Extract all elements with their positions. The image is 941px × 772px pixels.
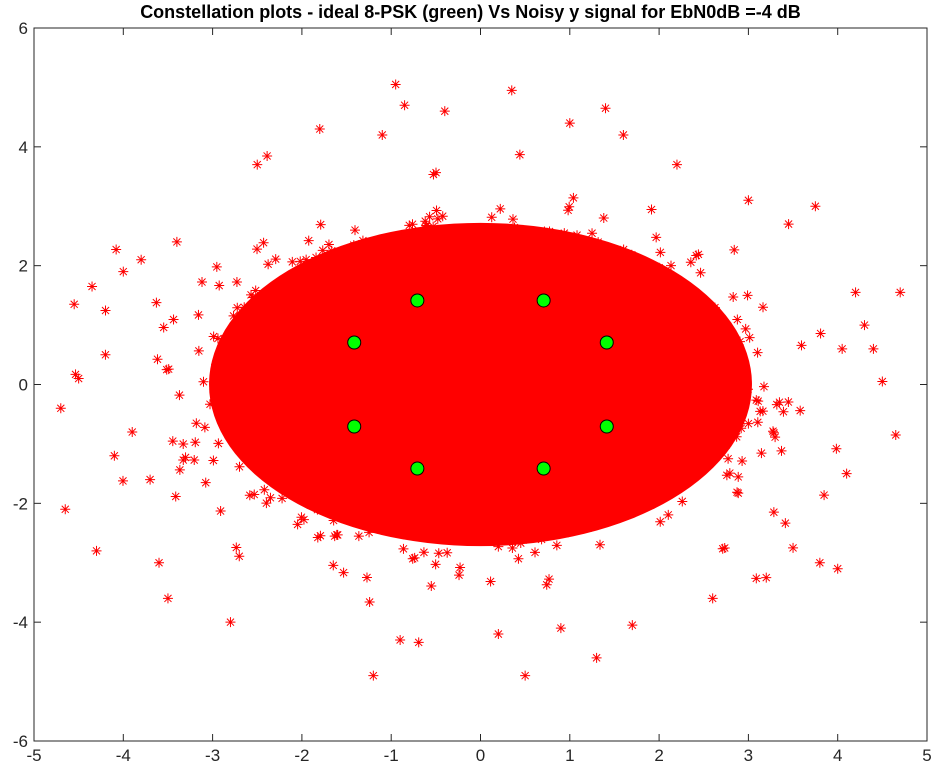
- x-tick-label: 0: [476, 746, 485, 765]
- noisy-point: [314, 124, 325, 135]
- y-tick-label: -6: [13, 732, 28, 751]
- y-tick-label: 0: [19, 376, 28, 395]
- noisy-point: [506, 85, 517, 96]
- noisy-point: [91, 545, 102, 556]
- ideal-point: [410, 293, 425, 308]
- noisy-point: [783, 219, 794, 230]
- x-tick-label: 5: [922, 746, 931, 765]
- x-tick-label: -4: [116, 746, 131, 765]
- noisy-signal-layer: [55, 79, 906, 681]
- noisy-point: [877, 376, 888, 387]
- ideal-point: [599, 335, 614, 350]
- noisy-point: [55, 403, 66, 414]
- noisy-point: [890, 430, 901, 441]
- noisy-point: [162, 593, 173, 604]
- noisy-point: [368, 670, 379, 681]
- noisy-point: [399, 100, 410, 111]
- noisy-point: [377, 129, 388, 140]
- noisy-point: [859, 320, 870, 331]
- x-tick-label: 1: [565, 746, 574, 765]
- noisy-point: [832, 563, 843, 574]
- x-tick-label: -1: [384, 746, 399, 765]
- x-tick-label: 2: [654, 746, 663, 765]
- noisy-point: [788, 542, 799, 553]
- noisy-point: [837, 343, 848, 354]
- noisy-point: [555, 623, 566, 634]
- noisy-point: [493, 629, 504, 640]
- noisy-point: [136, 254, 147, 265]
- noisy-point: [850, 287, 861, 298]
- x-tick-label: -5: [26, 746, 41, 765]
- noisy-point: [154, 557, 165, 568]
- noisy-point: [895, 287, 906, 298]
- x-tick-label: -2: [294, 746, 309, 765]
- noisy-point: [73, 373, 84, 384]
- noisy-point: [118, 266, 129, 277]
- noisy-point: [87, 281, 98, 292]
- noisy-point: [225, 617, 236, 628]
- noisy-point: [520, 670, 531, 681]
- noisy-point: [69, 299, 80, 310]
- x-tick-label: 3: [744, 746, 753, 765]
- noisy-point: [671, 159, 682, 170]
- noisy-point: [60, 504, 71, 515]
- noisy-point: [868, 343, 879, 354]
- noisy-point: [145, 474, 156, 485]
- y-tick-label: 4: [19, 138, 28, 157]
- noisy-point: [627, 620, 638, 631]
- noisy-point: [439, 106, 450, 117]
- x-tick-label: -3: [205, 746, 220, 765]
- noisy-point: [100, 349, 111, 360]
- noisy-point: [600, 103, 611, 114]
- noisy-point: [810, 201, 821, 212]
- noisy-point: [841, 468, 852, 479]
- y-tick-label: -2: [13, 494, 28, 513]
- ideal-point: [536, 293, 551, 308]
- noisy-point: [127, 427, 138, 438]
- noisy-point: [618, 129, 629, 140]
- noisy-point: [564, 118, 575, 129]
- y-tick-label: 2: [19, 257, 28, 276]
- noisy-point: [814, 557, 825, 568]
- noisy-point: [109, 450, 120, 461]
- tick-layer: -5 -4 -3 -2 -1 0 1 2 3 4 5 -6 -4 -2 0 2 4 6: [13, 19, 932, 765]
- ideal-constellation-layer: [347, 293, 614, 476]
- ideal-point: [347, 419, 362, 434]
- noisy-point: [707, 593, 718, 604]
- ideal-point: [347, 335, 362, 350]
- y-tick-label: 6: [19, 19, 28, 38]
- noisy-point: [390, 79, 401, 90]
- noisy-point: [761, 572, 772, 583]
- ideal-point: [410, 461, 425, 476]
- noisy-point: [252, 159, 263, 170]
- noisy-signal-points: [70, 149, 842, 648]
- ideal-point: [599, 419, 614, 434]
- noisy-point: [395, 634, 406, 645]
- chart-title: Constellation plots - ideal 8-PSK (green…: [140, 2, 801, 22]
- noisy-point: [591, 652, 602, 663]
- ideal-point: [536, 461, 551, 476]
- y-tick-label: -4: [13, 613, 28, 632]
- noisy-point: [743, 195, 754, 206]
- x-tick-label: 4: [833, 746, 842, 765]
- noisy-point: [171, 236, 182, 247]
